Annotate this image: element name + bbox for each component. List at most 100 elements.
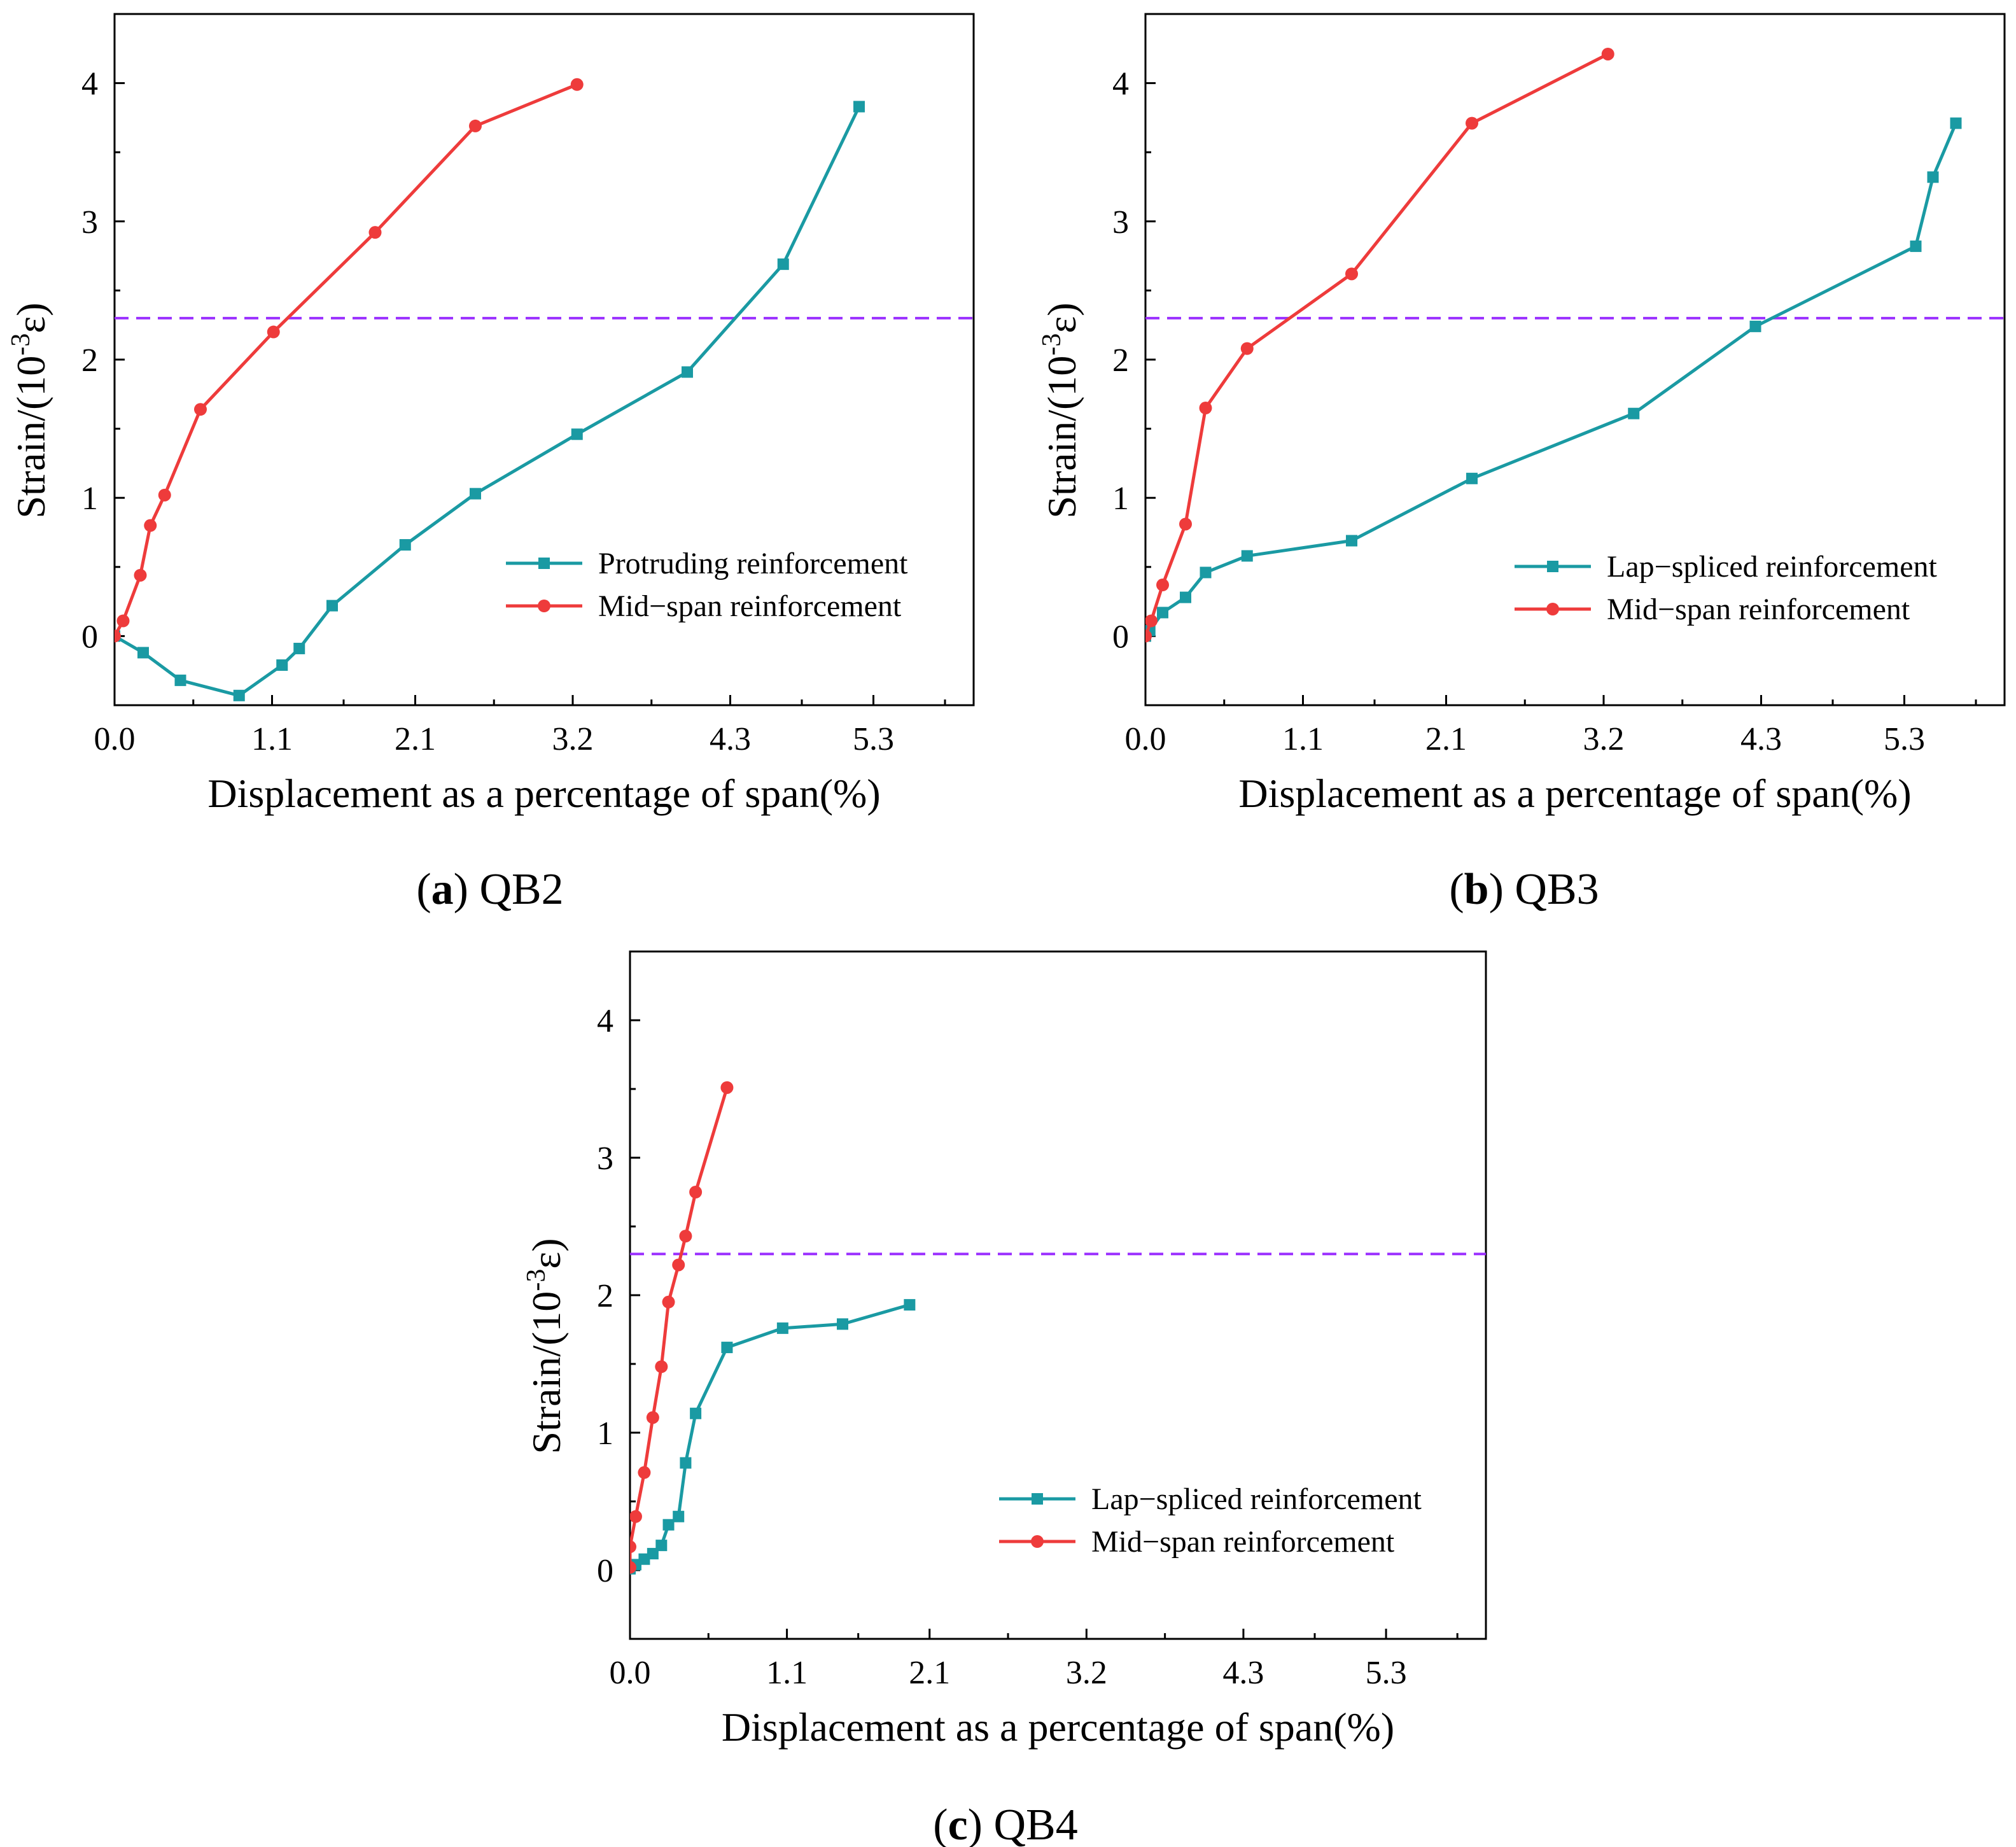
data-point-circle [630, 1540, 636, 1554]
data-point-circle [1145, 629, 1152, 643]
chart-panel-qb3: 0.0 1.1 2.1 3.2 4.3 5.3 0 1 2 3 4 Displacement as a… [1037, 13, 2006, 914]
data-point-square [1927, 171, 1939, 183]
x-tick-label: 1.1 [766, 1655, 808, 1691]
data-point-circle [1345, 267, 1358, 281]
x-tick-label: 2.1 [1425, 721, 1467, 757]
series-red [1145, 47, 1614, 643]
data-point-square [1180, 591, 1191, 603]
caption-text: QB3 [1504, 865, 1599, 914]
x-tick-label: 3.2 [552, 721, 594, 757]
data-point-square [690, 1407, 702, 1419]
series-red [115, 78, 584, 643]
series-line [115, 83, 578, 637]
x-tick-label: 4.3 [1740, 721, 1782, 757]
data-point-square [571, 428, 583, 440]
data-point-circle [1601, 47, 1614, 60]
data-point-square [680, 1457, 692, 1469]
caption-letter: b [1464, 865, 1489, 914]
x-tick-label: 2.1 [909, 1655, 950, 1691]
data-point-circle [720, 1081, 734, 1094]
series-teal [115, 101, 865, 701]
y-axis-title-suffix: ε) [8, 302, 53, 333]
data-point-square [1157, 607, 1168, 619]
y-axis-title-exponent: -3 [522, 1269, 551, 1291]
data-point-square [776, 1322, 788, 1334]
chart-panel-qb2: 0.0 1.1 2.1 3.2 4.3 5.3 0 1 2 3 4 Displacement as a… [6, 13, 975, 914]
y-tick-label: 1 [81, 481, 98, 517]
x-tick-label: 5.3 [1366, 1655, 1407, 1691]
data-point-circle [1145, 614, 1158, 628]
x-axis-title: Displacement as a percentage of span(%) [207, 771, 880, 816]
data-point-circle [638, 1466, 651, 1479]
caption-open: ( [933, 1801, 948, 1847]
y-tick-label: 4 [597, 1003, 613, 1039]
data-point-square [1466, 472, 1478, 484]
data-point-circle [194, 403, 207, 416]
data-point-circle [1179, 517, 1192, 531]
data-point-circle [1240, 342, 1254, 355]
data-point-circle [570, 78, 584, 91]
y-tick-label: 3 [597, 1141, 613, 1177]
chart-panel-qb4: 0.0 1.1 2.1 3.2 4.3 5.3 0 1 2 3 4 Displacement as a… [522, 950, 1487, 1847]
caption-close: ) [1489, 865, 1504, 914]
legend-marker-square [538, 558, 550, 569]
legend-label: Mid−span reinforcement [598, 589, 902, 623]
x-tick-label: 4.3 [710, 721, 751, 757]
data-point-circle [646, 1411, 659, 1424]
caption-close: ) [968, 1801, 983, 1847]
x-tick-label: 4.3 [1222, 1655, 1264, 1691]
data-point-square [174, 674, 186, 686]
caption-text: QB4 [983, 1801, 1078, 1847]
data-point-square [470, 488, 481, 500]
legend: Lap−spliced reinforcement Mid−span reinfo… [999, 1482, 1422, 1559]
x-tick-label: 5.3 [853, 721, 894, 757]
caption-letter: a [431, 865, 454, 914]
data-point-square [233, 689, 245, 701]
x-tick-label: 2.1 [395, 721, 436, 757]
panel-caption: (b) QB3 [1449, 865, 1599, 914]
y-axis-title: Strain/(10-3ε) [6, 302, 53, 518]
y-axis-title-prefix: Strain/(10 [1039, 356, 1084, 519]
data-point-circle [115, 629, 121, 643]
data-point-square [662, 1519, 675, 1531]
y-tick-label: 0 [597, 1553, 613, 1589]
data-point-square [904, 1299, 916, 1311]
legend-marker-circle [1031, 1535, 1044, 1548]
data-point-circle [1199, 402, 1212, 415]
data-point-circle [672, 1258, 685, 1272]
data-point-square [655, 1540, 668, 1552]
data-point-square [137, 647, 149, 659]
y-tick-label: 0 [81, 619, 98, 655]
caption-letter: c [948, 1801, 968, 1847]
x-axis-title: Displacement as a percentage of span(%) [1238, 771, 1911, 816]
data-point-circle [1156, 579, 1169, 592]
data-point-square [721, 1342, 733, 1354]
y-tick-label: 4 [81, 66, 98, 102]
legend-marker-square [1032, 1493, 1043, 1505]
y-axis-title-suffix: ε) [524, 1238, 569, 1268]
data-point-circle [469, 119, 482, 132]
y-axis-title-prefix: Strain/(10 [524, 1291, 569, 1454]
data-point-square [673, 1510, 685, 1522]
y-tick-label: 2 [597, 1278, 613, 1314]
data-point-circle [1466, 116, 1478, 130]
data-point-circle [368, 226, 382, 239]
data-point-square [1346, 535, 1357, 547]
data-point-square [326, 600, 338, 612]
data-point-square [1950, 117, 1962, 129]
y-tick-label: 0 [1112, 619, 1129, 655]
y-tick-label: 3 [1112, 204, 1129, 241]
x-tick-label: 0.0 [1125, 721, 1166, 757]
x-tick-label: 1.1 [251, 721, 293, 757]
data-point-circle [655, 1360, 668, 1373]
y-tick-label: 4 [1112, 66, 1129, 102]
data-point-square [276, 659, 288, 671]
data-point-circle [116, 614, 130, 628]
y-axis-title-suffix: ε) [1039, 302, 1084, 333]
legend-label: Lap−spliced reinforcement [1607, 550, 1938, 584]
x-tick-label: 0.0 [610, 1655, 651, 1691]
x-axis-title: Displacement as a percentage of span(%) [722, 1704, 1394, 1750]
legend-label: Lap−spliced reinforcement [1091, 1482, 1422, 1516]
data-point-circle [158, 488, 171, 502]
